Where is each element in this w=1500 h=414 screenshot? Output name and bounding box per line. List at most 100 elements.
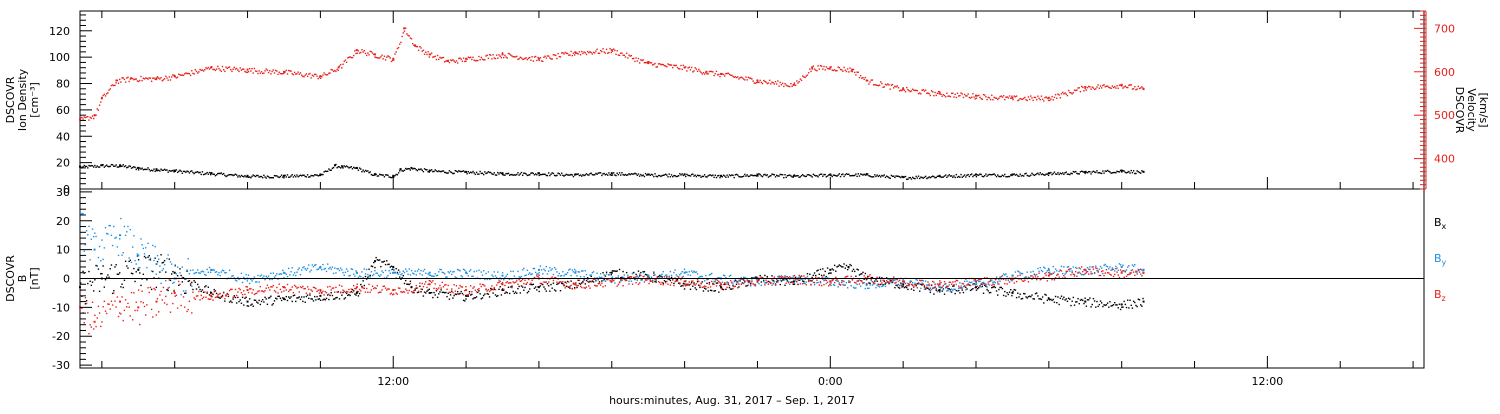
scatter-dot — [259, 72, 262, 74]
scatter-dot — [486, 292, 488, 295]
scatter-dot — [537, 56, 539, 59]
scatter-dot — [334, 164, 336, 166]
scatter-dot — [365, 268, 368, 271]
scatter-dot — [326, 170, 329, 173]
scatter-dot — [265, 68, 267, 70]
scatter-dot — [341, 294, 343, 296]
scatter-dot — [452, 271, 454, 273]
scatter-dot — [306, 75, 309, 77]
scatter-dot — [888, 278, 890, 280]
scatter-dot — [510, 54, 512, 56]
scatter-dot — [337, 69, 340, 72]
scatter-dot — [688, 174, 690, 177]
scatter-dot — [432, 280, 434, 282]
scatter-dot — [135, 263, 137, 265]
scatter-dot — [240, 292, 243, 294]
scatter-dot — [842, 173, 844, 175]
data-point — [246, 68, 249, 71]
scatter-dot — [542, 60, 544, 63]
scatter-dot — [310, 289, 312, 291]
scatter-dot — [887, 83, 889, 85]
scatter-dot — [721, 287, 724, 290]
scatter-dot — [1112, 171, 1115, 174]
scatter-dot — [332, 287, 335, 289]
scatter-dot — [673, 282, 675, 285]
data-point — [319, 265, 322, 268]
scatter-dot — [296, 271, 298, 273]
scatter-dot — [503, 56, 505, 59]
scatter-dot — [927, 284, 929, 286]
scatter-dot — [839, 265, 842, 267]
scatter-dot — [287, 176, 290, 178]
scatter-dot — [715, 176, 718, 179]
scatter-dot — [482, 270, 485, 272]
scatter-dot — [544, 269, 546, 272]
scatter-dot — [349, 291, 351, 294]
scatter-dot — [751, 78, 753, 80]
scatter-dot — [566, 52, 569, 55]
scatter-dot — [426, 169, 428, 171]
scatter-dot — [352, 290, 355, 292]
data-point — [282, 286, 285, 289]
scatter-dot — [553, 276, 556, 279]
scatter-dot — [748, 175, 751, 177]
scatter-dot — [608, 274, 610, 276]
scatter-dot — [941, 286, 943, 288]
scatter-dot — [140, 168, 142, 170]
scatter-dot — [779, 283, 781, 286]
scatter-dot — [614, 174, 616, 176]
scatter-dot — [348, 167, 350, 169]
scatter-dot — [799, 279, 802, 281]
scatter-dot — [317, 289, 319, 291]
scatter-dot — [478, 269, 480, 272]
data-point — [501, 283, 504, 286]
scatter-dot — [311, 290, 314, 292]
scatter-dot — [584, 270, 586, 272]
scatter-dot — [322, 173, 324, 176]
scatter-dot — [783, 277, 785, 279]
scatter-dot — [755, 276, 758, 278]
scatter-dot — [986, 98, 988, 101]
scatter-dot — [765, 279, 767, 281]
scatter-dot — [328, 268, 330, 270]
scatter-dot — [317, 77, 319, 80]
scatter-dot — [930, 284, 933, 286]
data-point — [155, 300, 158, 303]
scatter-dot — [968, 175, 971, 178]
scatter-dot — [781, 276, 784, 278]
scatter-dot — [520, 275, 523, 278]
scatter-dot — [196, 269, 199, 271]
scatter-dot — [1051, 273, 1053, 275]
scatter-dot — [511, 55, 513, 57]
scatter-dot — [1053, 271, 1056, 273]
scatter-dot — [435, 287, 438, 290]
scatter-dot — [962, 291, 965, 294]
scatter-dot — [670, 281, 673, 284]
scatter-dot — [568, 54, 570, 56]
scatter-dot — [832, 269, 835, 271]
scatter-dot — [767, 280, 770, 283]
data-point — [282, 70, 285, 73]
scatter-dot — [654, 62, 656, 65]
scatter-dot — [844, 174, 846, 176]
scatter-dot — [512, 281, 514, 283]
scatter-dot — [498, 173, 500, 175]
scatter-dot — [130, 291, 133, 294]
scatter-dot — [544, 288, 546, 290]
scatter-dot — [820, 173, 823, 175]
scatter-dot — [998, 97, 1000, 99]
scatter-dot — [441, 281, 444, 284]
scatter-dot — [206, 268, 208, 271]
scatter-dot — [167, 79, 169, 81]
scatter-dot — [729, 274, 732, 277]
scatter-dot — [852, 68, 855, 71]
scatter-dot — [103, 286, 106, 288]
scatter-dot — [374, 270, 376, 272]
scatter-dot — [693, 283, 695, 285]
scatter-dot — [989, 280, 992, 282]
scatter-dot — [220, 271, 223, 273]
scatter-dot — [303, 296, 305, 298]
scatter-dot — [232, 174, 234, 177]
scatter-dot — [734, 174, 737, 176]
scatter-dot — [687, 174, 689, 177]
